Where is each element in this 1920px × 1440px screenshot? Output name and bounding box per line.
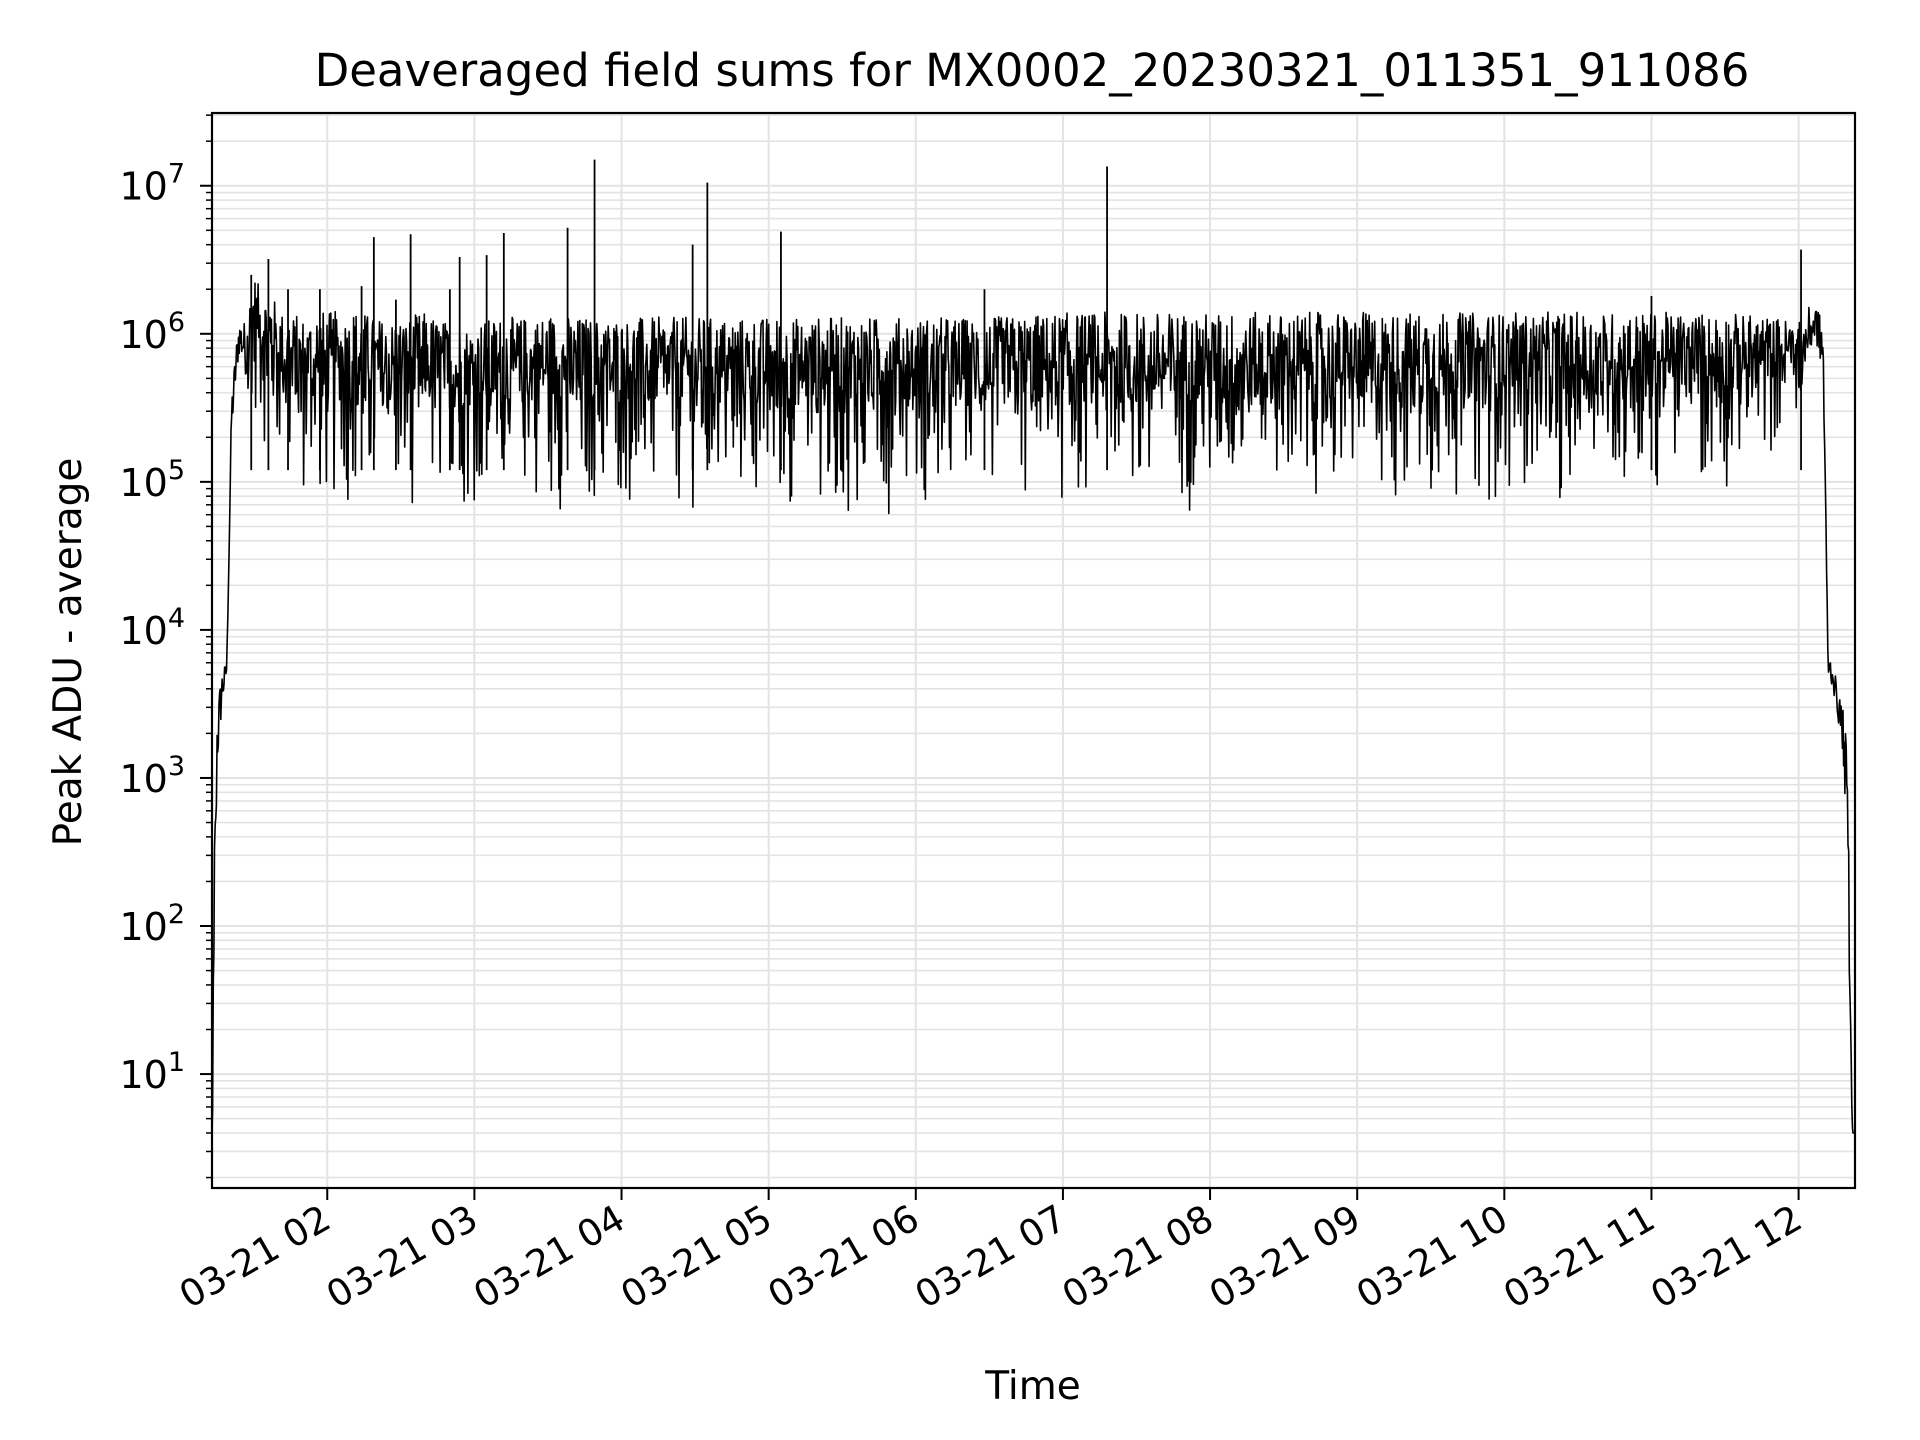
y-tick-label: 106 bbox=[119, 307, 185, 357]
y-tick-label: 103 bbox=[119, 751, 185, 801]
y-tick-label: 105 bbox=[119, 455, 185, 505]
y-axis-label: Peak ADU - average bbox=[46, 458, 91, 847]
y-tick-label: 107 bbox=[119, 159, 185, 209]
plot-frame bbox=[210, 111, 1857, 1190]
chart-title: Deaveraged field sums for MX0002_2023032… bbox=[315, 44, 1750, 97]
y-tick-label: 104 bbox=[119, 603, 185, 653]
x-axis-label: Time bbox=[984, 1364, 1080, 1409]
data-series bbox=[211, 159, 1856, 1134]
y-tick-label: 102 bbox=[119, 899, 185, 949]
y-tick-label: 101 bbox=[119, 1047, 185, 1097]
